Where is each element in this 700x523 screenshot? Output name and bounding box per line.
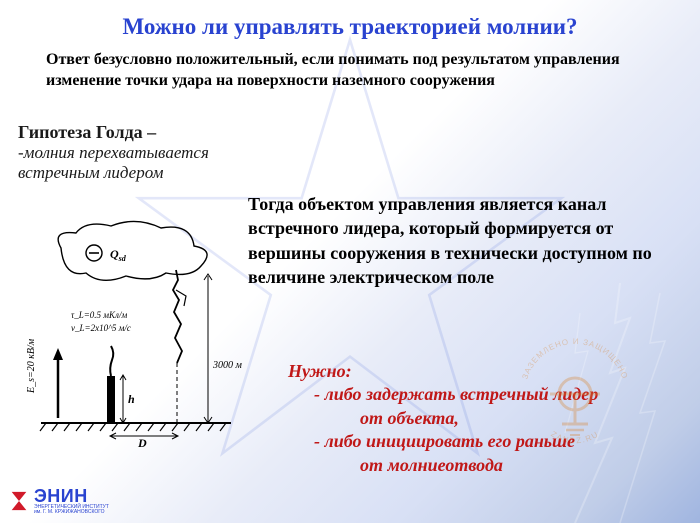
diagram-label-h: h xyxy=(128,392,135,406)
need-item-1b: от объекта, xyxy=(288,407,688,430)
hypothesis-sub: -молния перехватывается встречным лидеро… xyxy=(18,143,278,184)
diagram-label-Q: Qsd xyxy=(110,247,127,263)
diagram-label-tau: τ_L=0.5 мКл/м xyxy=(71,310,127,320)
slide-title: Можно ли управлять траекторией молнии? xyxy=(18,14,682,40)
diagram-label-v: v_L=2x10^5 м/с xyxy=(71,323,131,333)
hypothesis-block: Гипотеза Голда – -молния перехватывается… xyxy=(18,122,278,184)
diagram-label-3000m: 3000 м xyxy=(212,360,243,371)
need-item-2a: - либо инициировать его раньше xyxy=(288,430,688,453)
need-block: Нужно: - либо задержать встречный лидер … xyxy=(288,360,688,477)
diagram-label-D: D xyxy=(137,436,147,448)
need-head: Нужно: xyxy=(288,360,688,383)
body-paragraph: Тогда объектом управления является канал… xyxy=(248,192,678,289)
enin-logo-mark xyxy=(8,490,30,512)
logo-sub-text-2: им. Г. М. КРЖИЖАНОВСКОГО xyxy=(34,510,109,515)
slide: Можно ли управлять траекторией молнии? О… xyxy=(0,0,700,523)
need-item-1a: - либо задержать встречный лидер xyxy=(288,383,688,406)
logo-main-text: ЭНИН xyxy=(34,487,109,505)
need-item-2b: от молниеотвода xyxy=(288,454,688,477)
enin-logo: ЭНИН ЭНЕРГЕТИЧЕСКИЙ ИНСТИТУТ им. Г. М. К… xyxy=(8,487,109,515)
intro-text: Ответ безусловно положительный, если пон… xyxy=(18,50,682,92)
hypothesis-head: Гипотеза Голда – xyxy=(18,122,278,143)
lightning-diagram: Qsd 3000 м h xyxy=(16,218,261,448)
diagram-label-E: E_s=20 кВ/м xyxy=(26,338,37,394)
